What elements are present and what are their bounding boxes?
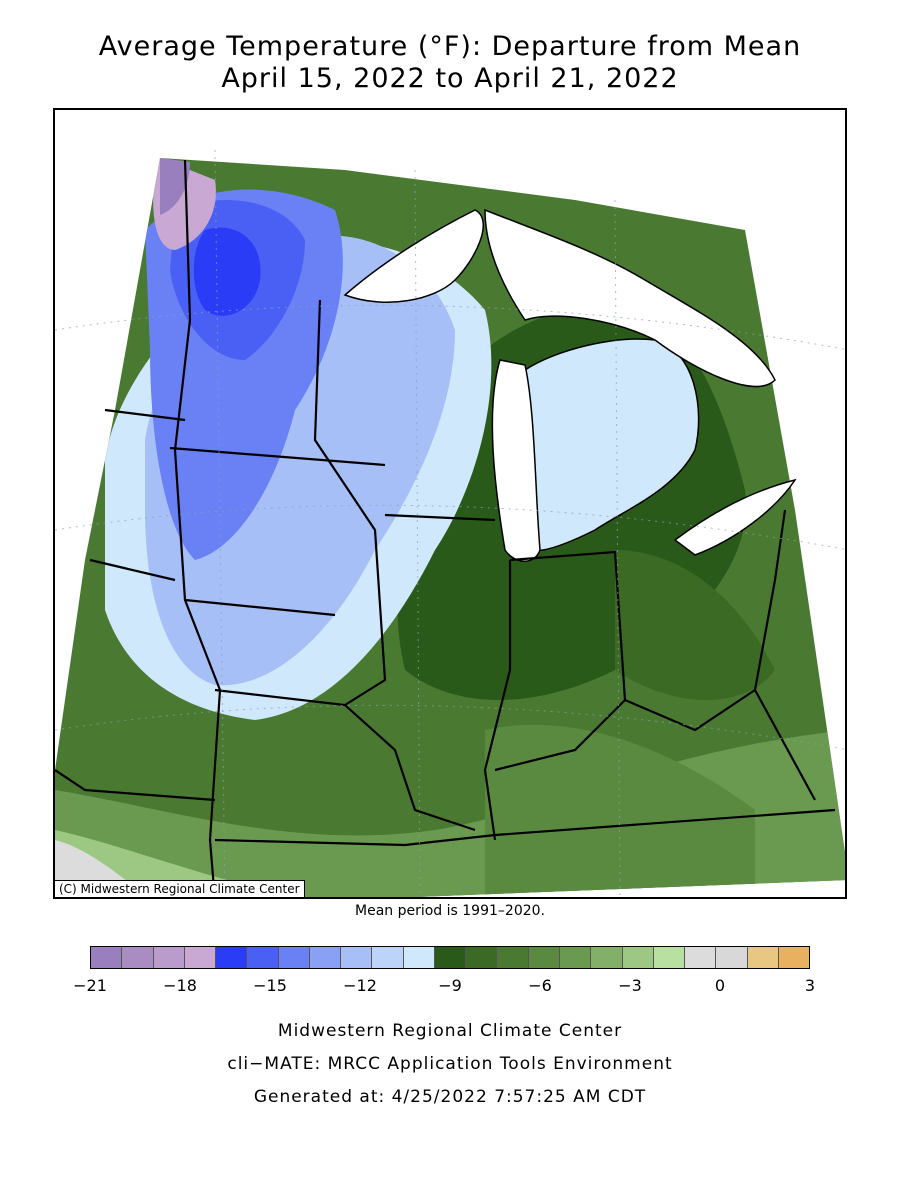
legend-tick-label: −12 [343, 976, 377, 995]
legend-swatch [122, 947, 154, 968]
mean-period-note: Mean period is 1991–2020. [355, 903, 545, 919]
legend-swatch [309, 947, 342, 968]
legend-swatch [466, 947, 498, 968]
legend-swatch [91, 947, 123, 968]
legend-swatch [434, 947, 467, 968]
legend-tick-label: 3 [804, 976, 816, 995]
legend-tick-label: −15 [253, 976, 287, 995]
legend-tick-label: 0 [714, 976, 726, 995]
copyright-label: (C) Midwestern Regional Climate Center [55, 880, 305, 897]
legend-swatch [528, 947, 560, 968]
legend-swatch [622, 947, 654, 968]
footer-generated: Generated at: 4/25/2022 7:57:25 AM CDT [253, 1087, 647, 1107]
temperature-departure-map: (C) Midwestern Regional Climate Center [53, 108, 847, 899]
legend-swatch [716, 947, 748, 968]
legend-swatch [685, 947, 717, 968]
legend-tick-label: −3 [618, 976, 642, 995]
legend-swatch [497, 947, 529, 968]
legend-tick-label: −18 [163, 976, 197, 995]
legend-swatch [559, 947, 592, 968]
legend-swatch [341, 947, 373, 968]
map-date-range: April 15, 2022 to April 21, 2022 [221, 63, 679, 94]
footer-tool: cli−MATE: MRCC Application Tools Environ… [227, 1054, 673, 1074]
legend-tick-label: −21 [73, 976, 107, 995]
legend-tick-label: −6 [528, 976, 552, 995]
legend-swatch [778, 947, 810, 968]
legend-swatch [184, 947, 217, 968]
legend-swatch [747, 947, 779, 968]
legend-swatch [591, 947, 623, 968]
legend-swatch [653, 947, 686, 968]
legend-swatch [372, 947, 404, 968]
footer-org: Midwestern Regional Climate Center [277, 1021, 623, 1041]
map-title: Average Temperature (°F): Departure from… [98, 31, 802, 62]
color-legend [90, 946, 810, 969]
legend-swatch [216, 947, 248, 968]
legend-swatch [153, 947, 185, 968]
legend-swatch [278, 947, 310, 968]
map-svg [55, 149, 845, 897]
legend-swatch [247, 947, 279, 968]
legend-swatch [403, 947, 435, 968]
legend-tick-label: −9 [438, 976, 462, 995]
